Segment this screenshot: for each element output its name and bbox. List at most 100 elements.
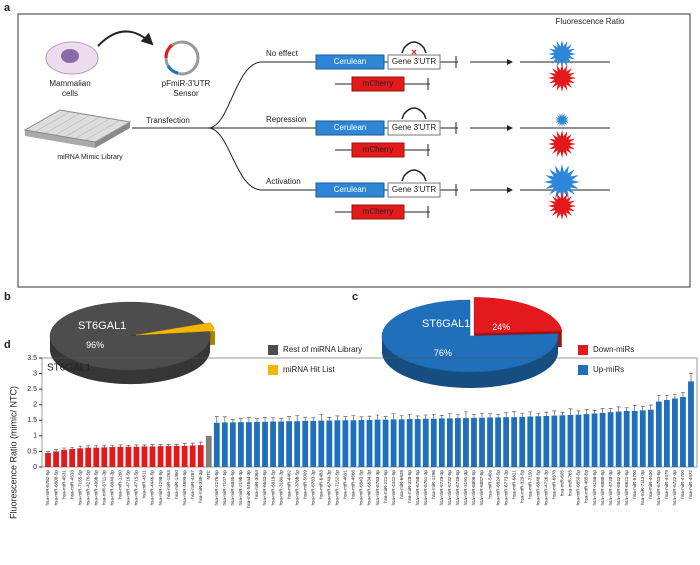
error-bar bbox=[560, 411, 565, 416]
bar bbox=[109, 447, 116, 467]
bar bbox=[358, 419, 365, 467]
bar bbox=[495, 417, 501, 467]
x-tick-label: hsa-miR-4479 bbox=[664, 470, 669, 499]
x-tick-label: hsa-miR-6722-3p bbox=[672, 470, 677, 506]
x-tick-label: hsa-miR-6828 bbox=[399, 470, 404, 499]
output-title: Fluorescence Ratio bbox=[556, 17, 625, 26]
x-tick-label: hsa-miR-6806-5p bbox=[471, 470, 476, 506]
x-tick-label: hsa-miR-4691 bbox=[343, 470, 348, 499]
x-tick-label: hsa-miR-1298 bbox=[431, 470, 436, 499]
error-bar bbox=[254, 418, 259, 422]
cell-label: Mammalian bbox=[49, 79, 90, 88]
x-tick-label: hsa-miR-3156-5p bbox=[592, 470, 597, 506]
y-tick-label: 0.5 bbox=[27, 448, 37, 455]
bar bbox=[455, 418, 461, 467]
bar bbox=[422, 418, 429, 467]
bar bbox=[390, 419, 397, 467]
sensor-label: pFmiR-3'UTR bbox=[162, 79, 211, 88]
star bbox=[544, 164, 580, 200]
error-bar bbox=[311, 417, 316, 421]
value-label: 24% bbox=[492, 322, 510, 332]
x-tick-label: hsa-miR-6749-5p bbox=[455, 470, 460, 506]
star bbox=[555, 113, 569, 127]
branch bbox=[207, 127, 305, 191]
error-bar bbox=[150, 444, 155, 447]
plate-side bbox=[95, 122, 130, 148]
error-bar bbox=[520, 412, 525, 417]
bar bbox=[45, 452, 51, 467]
x-tick-label: hsa-miR-6808-5p bbox=[53, 470, 58, 506]
legend-label: Rest of miRNA Library bbox=[283, 345, 362, 354]
error-bar bbox=[230, 419, 235, 423]
error-bar bbox=[279, 418, 284, 422]
star bbox=[548, 40, 576, 68]
error-bar bbox=[222, 416, 227, 423]
error-bar bbox=[367, 415, 372, 420]
x-tick-label: hsa-miR-7152-5p bbox=[335, 470, 340, 506]
bar bbox=[101, 447, 108, 467]
error-bar bbox=[70, 447, 75, 449]
error-bar bbox=[608, 408, 613, 413]
x-tick-label: hsa-miR-4726-3p bbox=[544, 470, 549, 506]
error-bar bbox=[648, 404, 653, 410]
error-bar bbox=[86, 445, 91, 448]
bar bbox=[141, 446, 148, 467]
x-tick-label: hsa-miR-548ad-3p bbox=[246, 470, 251, 508]
x-tick-label: hsa-miR-3180-3p bbox=[278, 470, 283, 506]
x-tick-label: hsa-miR-6761-3p bbox=[423, 470, 428, 506]
error-bar bbox=[198, 441, 203, 446]
x-tick-label: hsa-miR-4462 bbox=[286, 470, 291, 499]
error-bar bbox=[335, 415, 340, 421]
x-tick-label: hsa-miR-6773-3p bbox=[503, 470, 508, 506]
error-bar bbox=[528, 411, 533, 417]
utr-label: Gene 3'UTR bbox=[392, 123, 436, 132]
x-tick-label: hsa-miR-3064 bbox=[254, 470, 259, 499]
error-bar bbox=[407, 414, 412, 420]
bar bbox=[125, 446, 132, 467]
control-label: mCherry bbox=[363, 145, 394, 154]
bar bbox=[262, 421, 268, 467]
bar bbox=[254, 421, 260, 467]
reporter bbox=[315, 182, 385, 198]
y-tick-label: 0 bbox=[33, 464, 37, 471]
bar bbox=[382, 419, 389, 467]
x-tick-label: hsa-miR-7150 bbox=[527, 470, 532, 499]
error-bar bbox=[399, 415, 404, 420]
hairpin bbox=[401, 41, 427, 54]
error-bar bbox=[640, 406, 645, 411]
error-bar bbox=[142, 444, 147, 447]
bar bbox=[286, 421, 293, 467]
bar bbox=[238, 422, 244, 467]
error-bar bbox=[391, 413, 396, 420]
plate-side bbox=[25, 130, 95, 148]
error-bar bbox=[576, 410, 581, 415]
no-binding: × bbox=[411, 48, 417, 59]
x-tick-label: hsa-miR-605 bbox=[560, 470, 565, 497]
error-bar bbox=[351, 415, 356, 421]
y-tick-label: 1 bbox=[33, 433, 37, 440]
value-label: 76% bbox=[434, 348, 452, 358]
error-bar bbox=[271, 417, 276, 422]
x-tick-label: hsa-miR-4276-5p bbox=[85, 470, 90, 506]
error-bar bbox=[46, 451, 51, 453]
row-label: No effect bbox=[266, 49, 299, 58]
error-bar bbox=[343, 416, 348, 421]
x-tick-label: hsa-miR-6729-3p bbox=[439, 470, 444, 506]
error-bar bbox=[600, 408, 605, 413]
bar bbox=[663, 400, 670, 467]
plate-grid bbox=[64, 116, 101, 138]
error-bar bbox=[158, 444, 163, 447]
bar bbox=[672, 398, 678, 467]
x-tick-label: NTC bbox=[206, 469, 211, 479]
x-tick-label: hsa-miR-6843-5p bbox=[359, 470, 364, 506]
bar bbox=[61, 449, 67, 467]
plate-grid bbox=[54, 114, 91, 136]
error-bar bbox=[504, 412, 509, 418]
x-tick-label: hsa-miR-6643-5p bbox=[262, 470, 267, 506]
x-tick-label: hsa-miR-329-5p bbox=[519, 470, 524, 503]
y-axis-label: Fluorescence Ratio (mimic/ NTC) bbox=[8, 386, 18, 519]
bar bbox=[374, 419, 381, 467]
error-bar bbox=[214, 416, 219, 423]
bar bbox=[414, 419, 421, 467]
x-tick-label: hsa-miR-6887-5p bbox=[479, 470, 484, 506]
